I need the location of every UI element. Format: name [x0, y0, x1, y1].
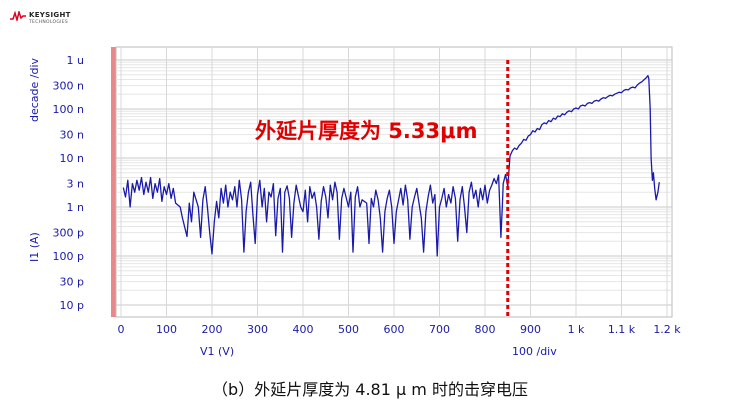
series-line	[122, 74, 660, 257]
breakdown-chart: 1 u 300 n 100 n 30 n 10 n 3 n 1 n 300 p 100 p 30 …	[28, 46, 682, 358]
y-tick-label: 1 n	[67, 201, 84, 214]
plot-left-bar	[111, 47, 116, 317]
y-tick-label: 300 p	[53, 227, 84, 240]
x-axis-label: V1 (V)	[200, 345, 234, 358]
annotation: 外延片厚度为 5.33μm	[255, 119, 477, 143]
keysight-wave-icon	[10, 11, 26, 21]
x-tick-label: 300	[247, 323, 268, 336]
figure-caption: （b）外延片厚度为 4.81 μ m 时的击穿电压	[212, 380, 528, 399]
y-tick-labels: 1 u 300 n 100 n 30 n 10 n 3 n 1 n 300 p 100 p 30 …	[53, 54, 85, 312]
y-tick-label: 30 n	[60, 129, 84, 142]
x-tick-labels: 0 100 200 300 400 500 600 700 800 900 1 k 1.1 k 1.2 …	[118, 323, 682, 336]
x-tick-label: 700	[429, 323, 450, 336]
x-tick-label: 400	[293, 323, 314, 336]
y-axis-label: I1 (A)	[28, 232, 41, 262]
x-tick-label: 600	[384, 323, 405, 336]
x-tick-label: 1 k	[568, 323, 585, 336]
x-tick-label: 1.2 k	[653, 323, 681, 336]
x-tick-label: 800	[475, 323, 496, 336]
x-tick-label: 100	[156, 323, 177, 336]
y-tick-label: 1 u	[67, 54, 84, 67]
x-tick-label: 900	[520, 323, 541, 336]
y-div-label: decade /div	[28, 57, 41, 122]
grid	[116, 47, 672, 317]
y-tick-label: 10 n	[60, 152, 84, 165]
series	[122, 74, 660, 257]
logo-sub: TECHNOLOGIES	[29, 20, 69, 25]
y-tick-label: 300 n	[53, 80, 84, 93]
y-tick-label: 3 n	[67, 178, 84, 191]
logo-brand: KEYSIGHT	[29, 11, 71, 19]
x-div-label: 100 /div	[512, 345, 557, 358]
keysight-logo: KEYSIGHT TECHNOLOGIES	[10, 8, 130, 32]
x-tick-label: 500	[338, 323, 359, 336]
y-tick-label: 100 n	[53, 103, 84, 116]
x-tick-label: 1.1 k	[608, 323, 636, 336]
y-tick-label: 30 p	[60, 276, 84, 289]
x-tick-label: 0	[118, 323, 125, 336]
x-tick-label: 200	[202, 323, 223, 336]
y-tick-label: 100 p	[53, 250, 84, 263]
y-tick-label: 10 p	[60, 299, 84, 312]
